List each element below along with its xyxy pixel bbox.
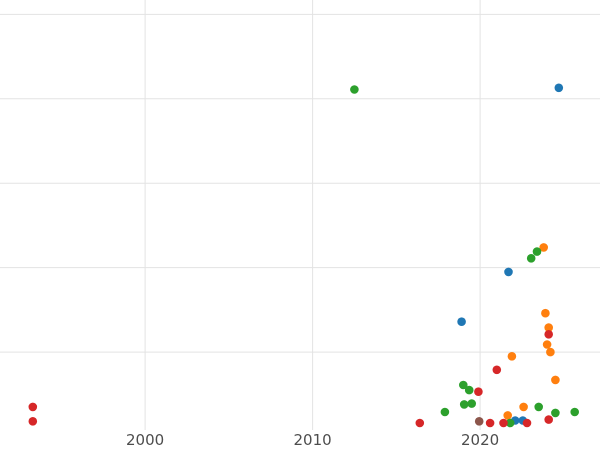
scatter-point-red bbox=[544, 415, 553, 424]
scatter-point-green bbox=[459, 380, 468, 390]
scatter-point-green bbox=[570, 407, 579, 417]
scatter-point-orange bbox=[541, 308, 550, 318]
scatter-point-red bbox=[499, 418, 508, 428]
scatter-point-red bbox=[492, 365, 502, 375]
scatter-point-red bbox=[28, 402, 38, 412]
scatter-point-green bbox=[440, 407, 450, 417]
scatter-point-blue bbox=[504, 267, 513, 277]
scatter-point-red bbox=[28, 417, 38, 426]
x-axis-tick-label: 2020 bbox=[461, 431, 499, 449]
scatter-point-red bbox=[474, 387, 483, 397]
scatter-point-red bbox=[544, 330, 553, 339]
scatter-point-green bbox=[464, 385, 474, 395]
scatter-point-red bbox=[415, 418, 425, 428]
scatter-point-orange bbox=[507, 352, 517, 361]
scatter-point-orange bbox=[542, 340, 552, 349]
scatter-point-brown bbox=[474, 417, 484, 426]
scatter-point-orange bbox=[503, 411, 512, 420]
scatter-point-green bbox=[505, 418, 515, 428]
scatter-point-green bbox=[459, 400, 469, 409]
x-axis-tick-label: 2000 bbox=[126, 431, 164, 449]
scatter-point-orange bbox=[539, 243, 548, 252]
scatter-point-blue bbox=[457, 317, 466, 327]
x-axis-tick-label: 2010 bbox=[294, 431, 332, 449]
scatter-point-green bbox=[526, 253, 536, 263]
scatter-point-green bbox=[467, 399, 477, 408]
scatter-point-orange bbox=[519, 402, 528, 412]
scatter-point-red bbox=[485, 418, 495, 428]
scatter-point-green bbox=[534, 402, 543, 412]
scatter-point-orange bbox=[546, 347, 555, 357]
scatter-point-red bbox=[522, 418, 532, 428]
scatter-point-orange bbox=[544, 323, 553, 332]
scatter-point-green bbox=[350, 85, 359, 94]
scatter-point-green bbox=[551, 408, 560, 418]
scatter-point-orange bbox=[551, 375, 560, 385]
scatter-point-blue bbox=[554, 83, 564, 93]
scatter-point-green bbox=[532, 247, 542, 256]
